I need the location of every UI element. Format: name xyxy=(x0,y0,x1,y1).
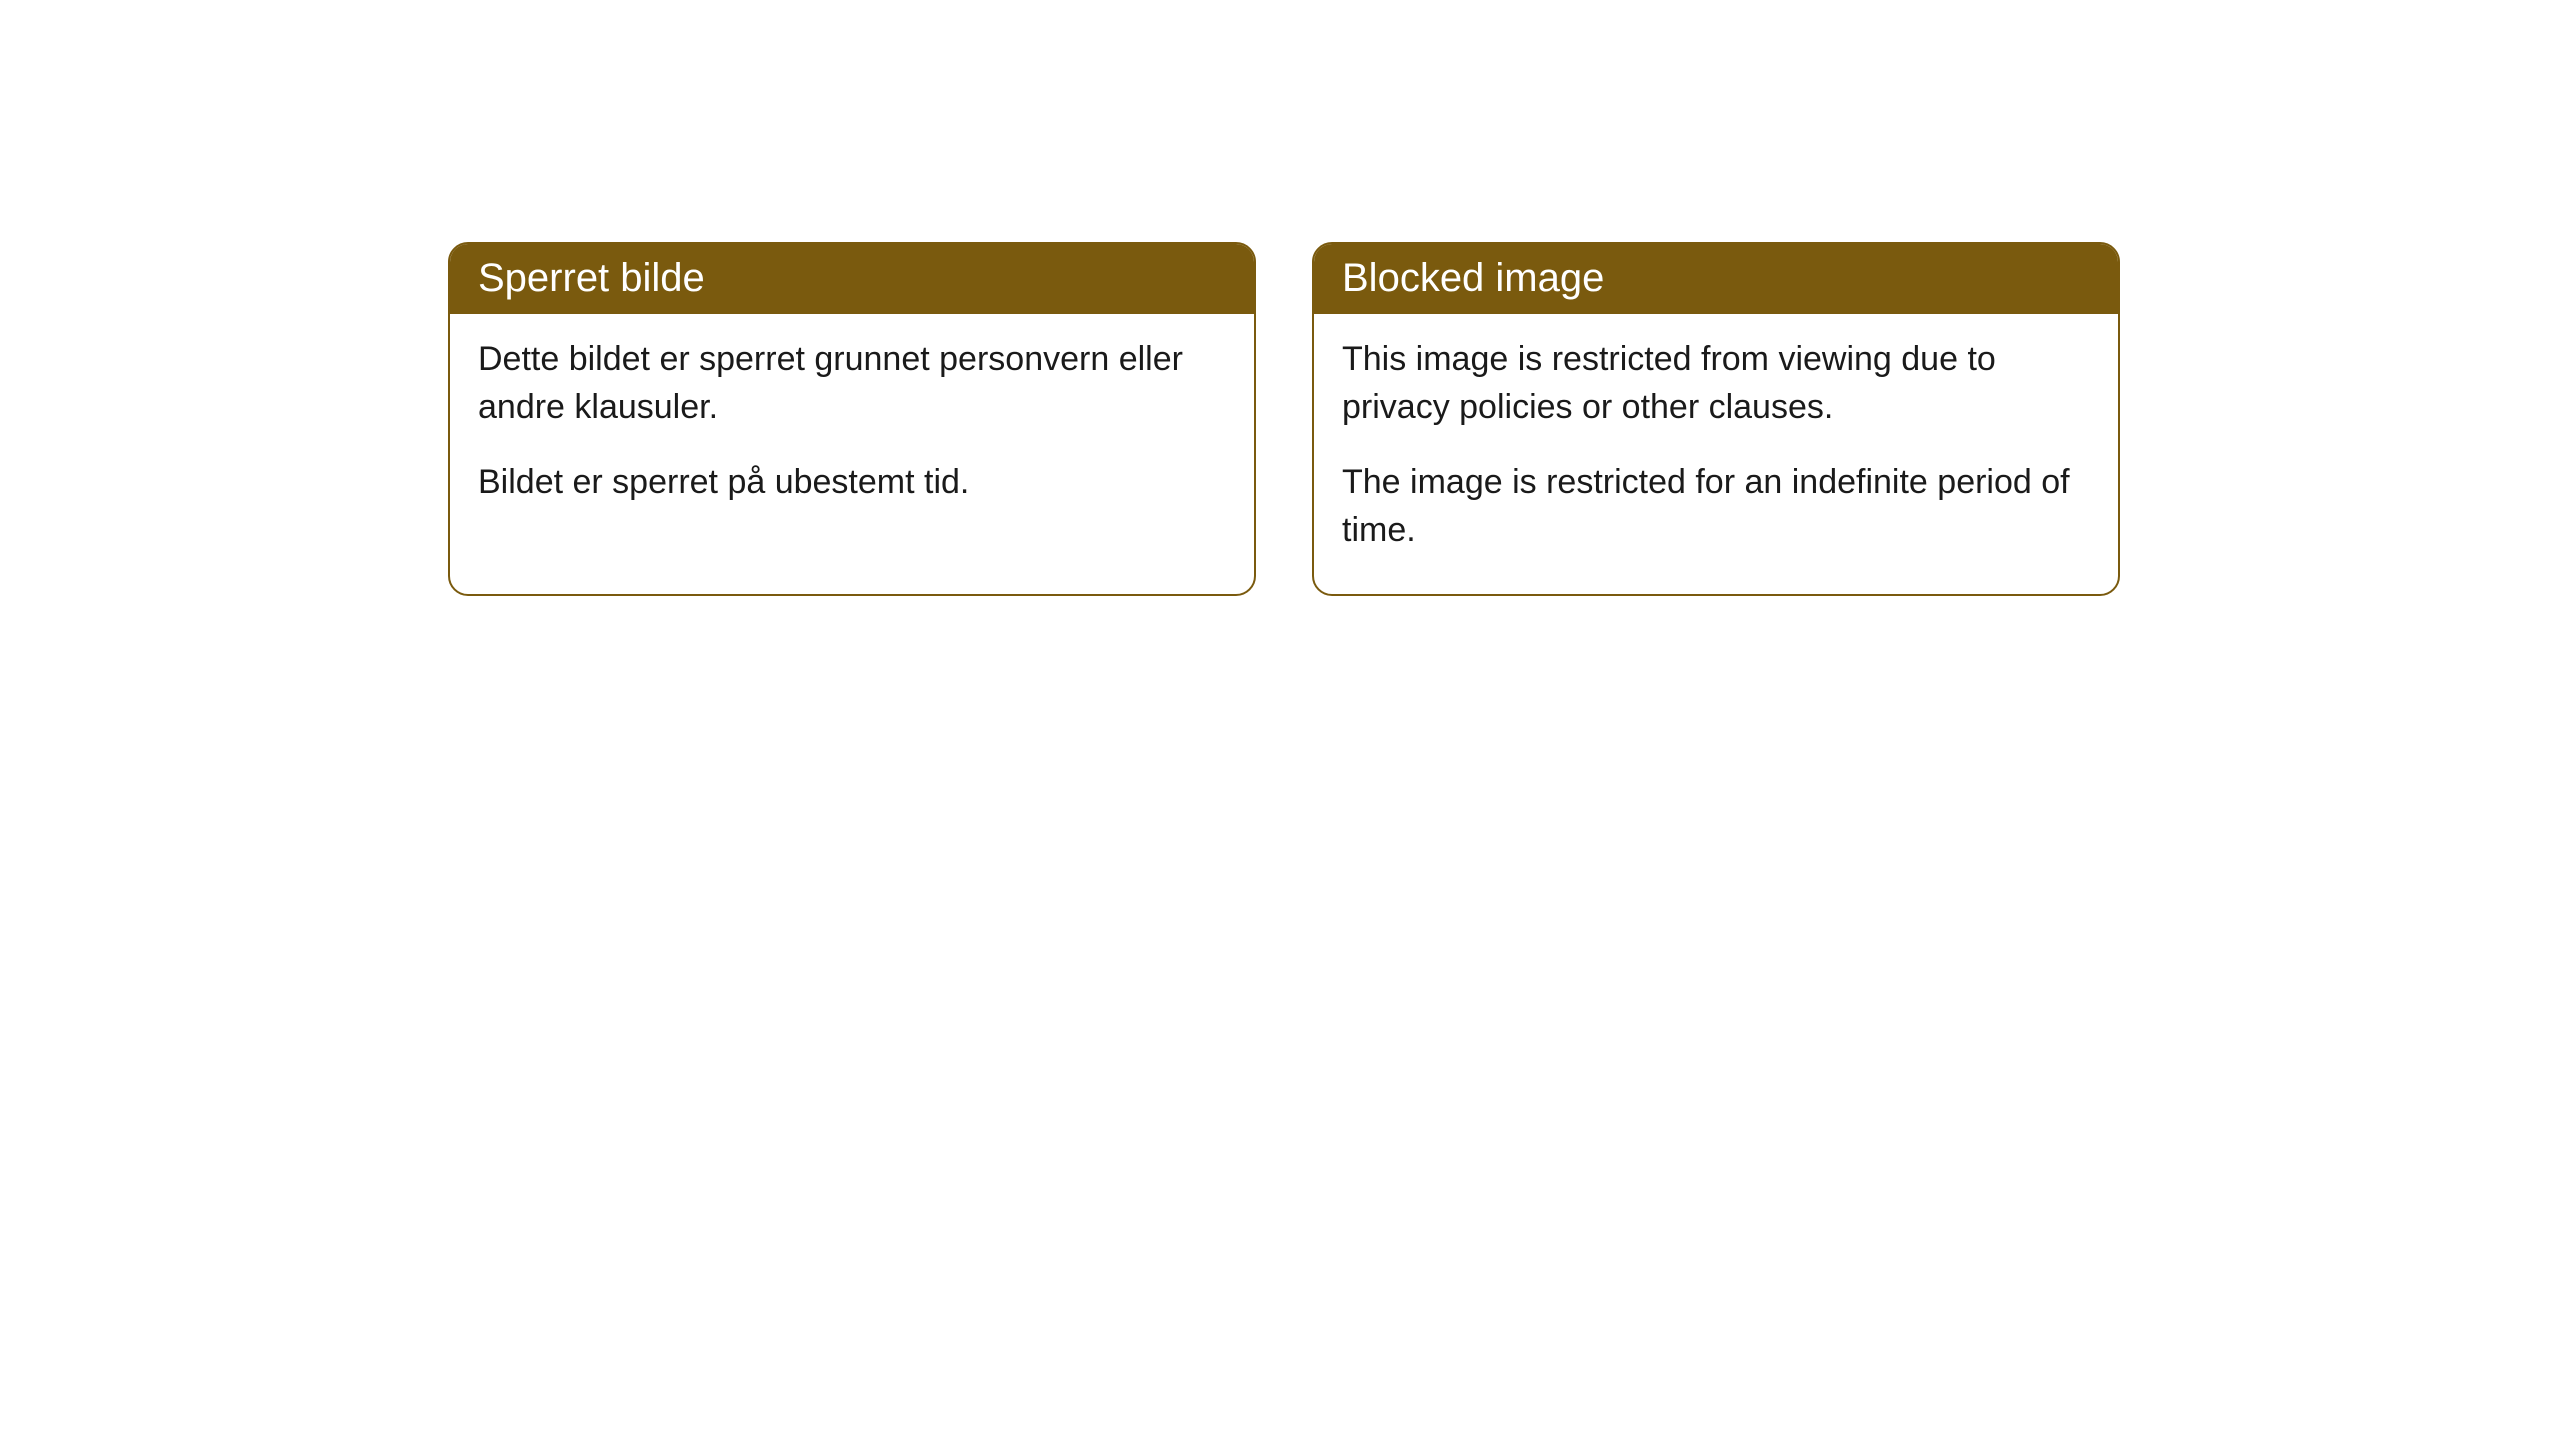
card-header: Sperret bilde xyxy=(450,244,1254,314)
card-body: Dette bildet er sperret grunnet personve… xyxy=(450,314,1254,547)
card-header: Blocked image xyxy=(1314,244,2118,314)
card-paragraph: The image is restricted for an indefinit… xyxy=(1342,459,2090,554)
notice-cards-container: Sperret bilde Dette bildet er sperret gr… xyxy=(448,242,2120,596)
card-title: Blocked image xyxy=(1342,256,1604,300)
card-paragraph: This image is restricted from viewing du… xyxy=(1342,336,2090,431)
card-paragraph: Bildet er sperret på ubestemt tid. xyxy=(478,459,1226,507)
card-title: Sperret bilde xyxy=(478,256,705,300)
notice-card-english: Blocked image This image is restricted f… xyxy=(1312,242,2120,596)
notice-card-norwegian: Sperret bilde Dette bildet er sperret gr… xyxy=(448,242,1256,596)
card-paragraph: Dette bildet er sperret grunnet personve… xyxy=(478,336,1226,431)
card-body: This image is restricted from viewing du… xyxy=(1314,314,2118,594)
